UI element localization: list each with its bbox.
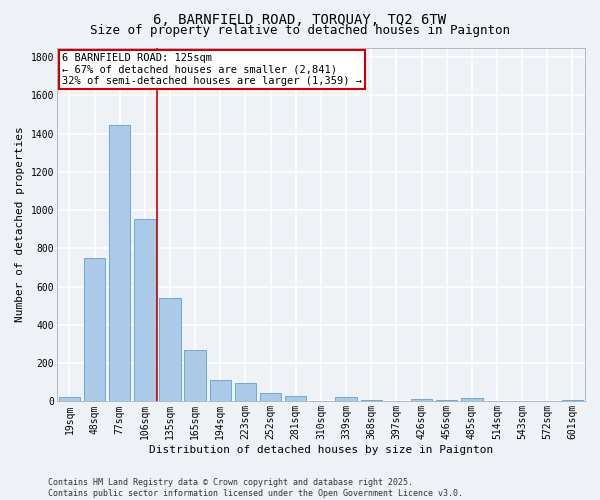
Bar <box>511 401 533 402</box>
Bar <box>361 400 382 402</box>
Bar <box>235 383 256 402</box>
Bar <box>109 126 130 402</box>
Bar <box>486 401 508 402</box>
Bar <box>461 398 482 402</box>
Bar <box>160 298 181 402</box>
Bar <box>59 397 80 402</box>
Bar <box>335 397 357 402</box>
Text: Size of property relative to detached houses in Paignton: Size of property relative to detached ho… <box>90 24 510 37</box>
Y-axis label: Number of detached properties: Number of detached properties <box>15 126 25 322</box>
Text: 6 BARNFIELD ROAD: 125sqm
← 67% of detached houses are smaller (2,841)
32% of sem: 6 BARNFIELD ROAD: 125sqm ← 67% of detach… <box>62 53 362 86</box>
Bar <box>285 396 307 402</box>
Bar <box>436 400 457 402</box>
Bar <box>84 258 105 402</box>
Bar <box>562 400 583 402</box>
Bar <box>209 380 231 402</box>
X-axis label: Distribution of detached houses by size in Paignton: Distribution of detached houses by size … <box>149 445 493 455</box>
Bar <box>260 393 281 402</box>
Text: 6, BARNFIELD ROAD, TORQUAY, TQ2 6TW: 6, BARNFIELD ROAD, TORQUAY, TQ2 6TW <box>154 12 446 26</box>
Text: Contains HM Land Registry data © Crown copyright and database right 2025.
Contai: Contains HM Land Registry data © Crown c… <box>48 478 463 498</box>
Bar <box>134 220 155 402</box>
Bar <box>411 399 432 402</box>
Bar <box>184 350 206 402</box>
